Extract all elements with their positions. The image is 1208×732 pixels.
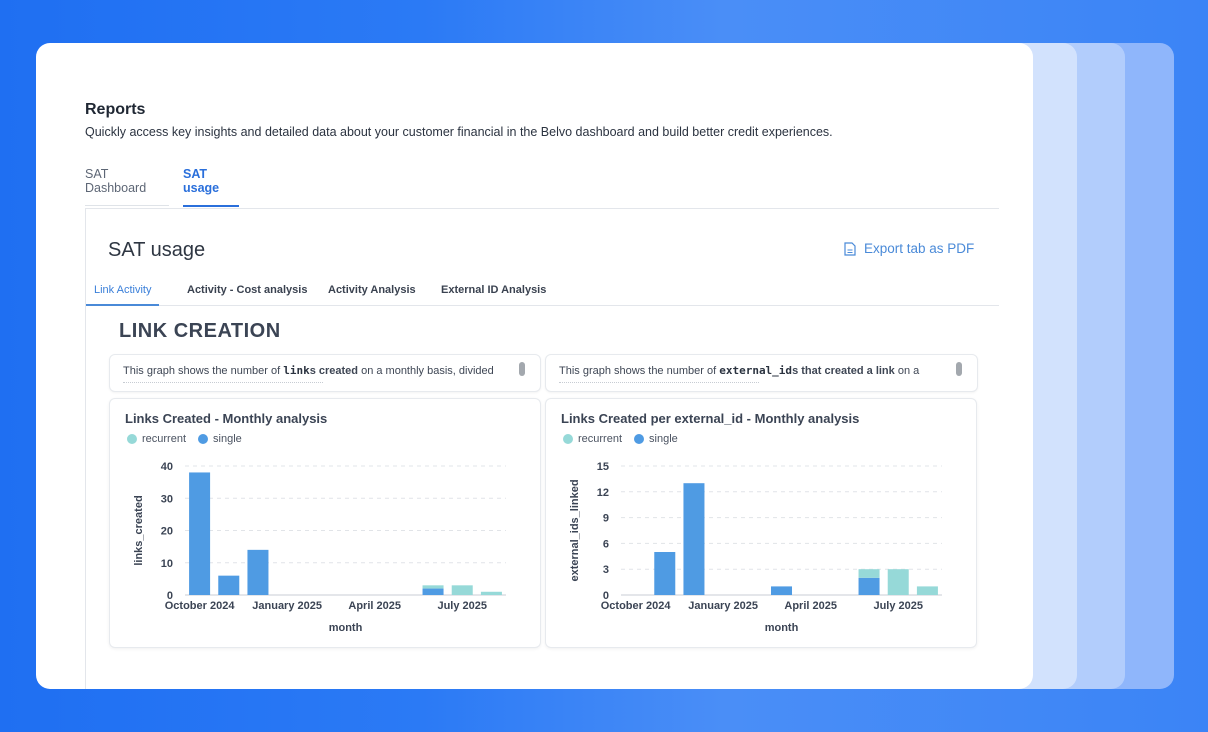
chart-plot: 0 10 20 30 40 October 2024 January 2025 April 2… bbox=[133, 461, 506, 634]
bar-recurrent bbox=[451, 585, 473, 595]
chart-card-links-created: Links Created - Monthly analysis recurre… bbox=[109, 398, 541, 648]
bar-single bbox=[683, 483, 705, 595]
tab-sat-dashboard[interactable]: SAT Dashboard bbox=[85, 167, 169, 206]
bar-single bbox=[858, 577, 880, 595]
desc-bold: s created bbox=[309, 365, 359, 377]
legend-label: recurrent bbox=[578, 433, 623, 445]
bar-recurrent bbox=[858, 569, 880, 578]
legend-item-recurrent[interactable]: recurrent bbox=[563, 433, 622, 445]
export-pdf-button[interactable]: Export tab as PDF bbox=[844, 241, 974, 256]
legend-item-recurrent[interactable]: recurrent bbox=[127, 433, 186, 445]
x-tick-label: January 2025 bbox=[252, 600, 322, 612]
bar-single bbox=[770, 586, 793, 595]
chart-title: Links Created - Monthly analysis bbox=[125, 411, 328, 426]
desc-text-end: on a monthly basis, divided bbox=[358, 365, 494, 377]
chart-title: Links Created per external_id - Monthly … bbox=[561, 411, 860, 426]
y-tick-label: 3 bbox=[603, 564, 609, 576]
description-box-external-ids[interactable]: This graph shows the number of external_… bbox=[545, 354, 978, 392]
desc-text: This graph shows the number of bbox=[559, 365, 720, 377]
sat-usage-panel: SAT usage Export tab as PDF Link Activit… bbox=[85, 208, 999, 689]
desc-overflow-line bbox=[559, 382, 759, 389]
subtab-external-id-analysis[interactable]: External ID Analysis bbox=[441, 284, 547, 296]
desc-bold: s that created a link bbox=[792, 365, 895, 377]
chart-legend: recurrent single bbox=[563, 433, 678, 445]
bar-single bbox=[422, 588, 444, 595]
chart-plot: 0 3 6 9 12 15 October 2024 January 2025 April 20… bbox=[569, 461, 942, 634]
bar-recurrent bbox=[887, 569, 909, 595]
desc-code: link bbox=[283, 364, 310, 377]
legend-dot bbox=[198, 434, 209, 444]
y-tick-label: 0 bbox=[603, 590, 609, 602]
bar-recurrent bbox=[480, 591, 502, 595]
legend-label: single bbox=[213, 433, 242, 445]
subtab-activity-analysis[interactable]: Activity Analysis bbox=[328, 284, 416, 296]
section-title: LINK CREATION bbox=[119, 320, 281, 342]
x-tick-label: April 2025 bbox=[784, 600, 837, 612]
x-tick-label: January 2025 bbox=[688, 600, 758, 612]
bar-single bbox=[218, 575, 240, 595]
x-tick-label: October 2024 bbox=[601, 600, 672, 612]
bar-single bbox=[247, 549, 269, 595]
x-tick-label: April 2025 bbox=[348, 600, 401, 612]
y-axis-label: links_created bbox=[133, 495, 145, 565]
description-box-links[interactable]: This graph shows the number of links cre… bbox=[109, 354, 541, 392]
page-title: Reports bbox=[85, 101, 146, 118]
reports-card: Reports Quickly access key insights and … bbox=[36, 43, 1033, 689]
chart-card-external-ids: Links Created per external_id - Monthly … bbox=[545, 398, 977, 648]
bar-recurrent bbox=[916, 586, 938, 595]
y-tick-label: 12 bbox=[597, 487, 609, 499]
x-tick-label: July 2025 bbox=[437, 600, 487, 612]
page-subtitle: Quickly access key insights and detailed… bbox=[85, 125, 833, 139]
x-axis-label: month bbox=[765, 622, 799, 634]
legend-dot bbox=[563, 434, 573, 444]
x-axis-label: month bbox=[329, 622, 363, 634]
desc-text-end: on a bbox=[894, 365, 920, 377]
y-tick-label: 20 bbox=[161, 526, 173, 538]
desc-text: This graph shows the number of bbox=[123, 365, 284, 377]
subtab-bar: Link Activity Activity - Cost analysis A… bbox=[86, 284, 999, 306]
y-tick-label: 30 bbox=[161, 493, 173, 505]
y-tick-label: 15 bbox=[597, 461, 609, 473]
y-tick-label: 0 bbox=[167, 590, 173, 602]
panel-title: SAT usage bbox=[108, 239, 206, 261]
x-tick-label: July 2025 bbox=[873, 600, 923, 612]
desc-overflow-line bbox=[123, 382, 323, 389]
subtab-link-activity[interactable]: Link Activity bbox=[86, 284, 160, 306]
y-tick-label: 6 bbox=[603, 538, 609, 550]
chart-legend: recurrent single bbox=[127, 433, 242, 445]
y-tick-label: 9 bbox=[603, 513, 609, 525]
legend-item-single[interactable]: single bbox=[198, 433, 242, 445]
legend-dot bbox=[127, 434, 137, 444]
bar-recurrent bbox=[422, 585, 444, 589]
x-tick-label: October 2024 bbox=[165, 600, 236, 612]
scrollbar-thumb[interactable] bbox=[956, 362, 962, 376]
legend-item-single[interactable]: single bbox=[634, 433, 678, 445]
tab-sat-usage[interactable]: SAT usage bbox=[183, 167, 239, 207]
subtab-activity-cost-analysis[interactable]: Activity - Cost analysis bbox=[187, 284, 308, 296]
file-icon bbox=[844, 241, 856, 256]
bar-single bbox=[654, 552, 676, 595]
y-axis-label: external_ids_linked bbox=[569, 479, 581, 581]
legend-label: recurrent bbox=[142, 433, 187, 445]
desc-code: external_id bbox=[719, 364, 793, 377]
legend-label: single bbox=[649, 433, 678, 445]
bar-single bbox=[189, 472, 211, 595]
export-label: Export tab as PDF bbox=[864, 241, 975, 256]
y-tick-label: 40 bbox=[161, 461, 173, 473]
scrollbar-thumb[interactable] bbox=[519, 362, 525, 376]
y-tick-label: 10 bbox=[161, 558, 173, 570]
legend-dot bbox=[634, 434, 645, 444]
